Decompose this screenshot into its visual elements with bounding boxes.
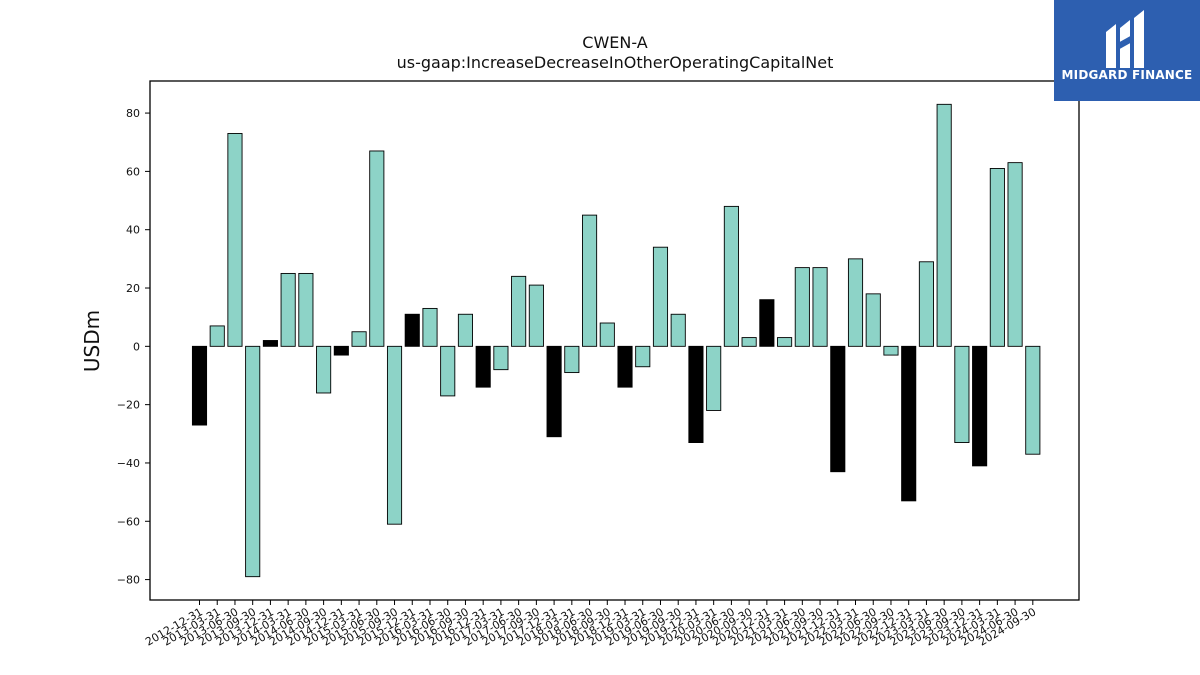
bar-2019-12-31 xyxy=(688,345,704,443)
y-axis-label: USDm xyxy=(80,310,104,372)
bar-2020-12-31 xyxy=(759,299,775,347)
brand-name: MIDGARD FINANCE xyxy=(1061,68,1193,82)
bar-2013-12-31 xyxy=(262,340,278,347)
bar-2017-03-31 xyxy=(493,345,509,371)
bar-2021-09-30 xyxy=(812,267,828,347)
bar-2015-03-31 xyxy=(351,331,367,347)
bar-2019-06-30 xyxy=(652,246,669,347)
y-tick-label: 60 xyxy=(126,165,140,178)
bar-2020-06-30 xyxy=(723,205,739,347)
bar-2019-03-31 xyxy=(635,345,651,368)
plot-frame xyxy=(149,80,1080,601)
brand-logo: MIDGARD FINANCE xyxy=(1054,0,1200,101)
y-tick-label: −40 xyxy=(117,457,140,470)
bar-2016-03-31 xyxy=(422,307,438,347)
bar-2024-06-30 xyxy=(1007,162,1023,347)
y-tick-label: 0 xyxy=(133,340,140,353)
y-tick-label: −20 xyxy=(117,399,140,412)
bar-2016-12-31 xyxy=(475,345,491,388)
bar-2014-12-31 xyxy=(333,345,349,356)
bar-2020-09-30 xyxy=(741,337,757,347)
x-axis-ticks: 2012-12-312013-03-312013-06-302013-09-30… xyxy=(143,600,1038,649)
bar-2014-03-31 xyxy=(280,272,296,347)
bar-2021-03-31 xyxy=(777,337,793,347)
bar-2022-06-30 xyxy=(865,293,881,347)
bar-2020-03-31 xyxy=(706,345,722,411)
bar-2013-03-31 xyxy=(209,325,225,347)
bar-2019-09-30 xyxy=(670,313,686,347)
bar-2017-06-30 xyxy=(511,275,527,347)
bar-2022-09-30 xyxy=(883,345,899,356)
bar-2024-09-30 xyxy=(1025,345,1041,455)
chart-subtitle: us-gaap:IncreaseDecreaseInOtherOperating… xyxy=(397,53,834,72)
y-tick-label: 80 xyxy=(126,107,140,120)
bar-2016-06-30 xyxy=(440,345,456,397)
bar-2018-12-31 xyxy=(617,345,633,388)
bar-2023-03-31 xyxy=(918,261,934,347)
bar-2015-12-31 xyxy=(404,313,420,347)
bar-2018-06-30 xyxy=(582,214,598,347)
y-tick-label: 20 xyxy=(126,282,140,295)
bar-2022-12-31 xyxy=(901,345,917,502)
bar-2014-06-30 xyxy=(298,272,314,347)
bar-2023-09-30 xyxy=(954,345,970,443)
chart-title: CWEN-A xyxy=(582,33,647,52)
bar-2012-12-31 xyxy=(191,345,208,426)
y-axis-ticks: −80 −60 −40 −20 0 20 40 60 80 xyxy=(117,107,150,587)
bar-2018-03-31 xyxy=(564,345,580,374)
bars-group xyxy=(191,103,1041,578)
bar-2013-09-30 xyxy=(245,345,261,578)
y-tick-label: −60 xyxy=(117,515,140,528)
bar-2021-12-31 xyxy=(830,345,846,473)
bar-2017-12-31 xyxy=(546,345,562,438)
bar-2015-06-30 xyxy=(369,150,385,347)
bar-2024-03-31 xyxy=(989,168,1005,347)
midgard-logo-icon xyxy=(1106,10,1144,68)
bar-2018-09-30 xyxy=(599,322,615,347)
y-tick-label: −80 xyxy=(117,574,140,587)
bar-2015-09-30 xyxy=(386,345,403,525)
bar-2016-09-30 xyxy=(457,313,474,347)
bar-2021-06-30 xyxy=(794,267,810,347)
bar-2017-09-30 xyxy=(528,284,544,347)
bar-2022-03-31 xyxy=(847,258,864,347)
bar-2023-06-30 xyxy=(936,103,952,347)
bar-2014-09-30 xyxy=(316,345,332,394)
bar-2013-06-30 xyxy=(227,133,243,347)
y-tick-label: 40 xyxy=(126,224,140,237)
bar-2023-12-31 xyxy=(972,345,988,467)
